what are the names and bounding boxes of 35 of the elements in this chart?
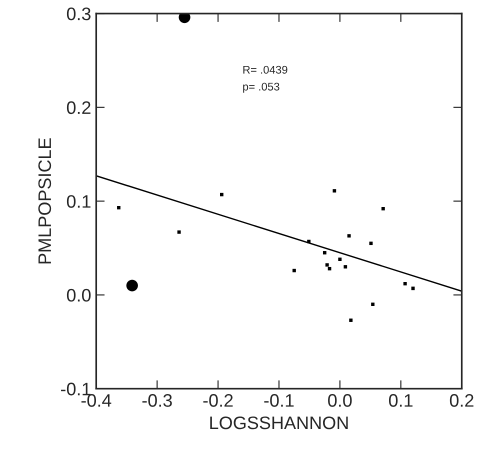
point	[325, 263, 329, 267]
annotation: p= .053	[243, 82, 280, 93]
point	[344, 265, 348, 268]
point	[178, 14, 190, 24]
point	[177, 230, 181, 234]
point	[322, 251, 326, 254]
y-tick-label: 0.1	[66, 195, 90, 208]
point	[126, 280, 138, 292]
point	[369, 242, 373, 246]
annotation: R= .0439	[243, 66, 288, 74]
x-tick-label: -0.2	[203, 394, 233, 407]
point	[117, 206, 120, 210]
point	[332, 189, 336, 193]
x-tick-label: 0.2	[450, 394, 474, 407]
x-tick-label: -0.3	[142, 394, 172, 407]
x-tick-label: -0.1	[264, 394, 294, 407]
y-tick-label: 0.3	[66, 7, 91, 20]
y-tick-label: 0.0	[66, 288, 91, 302]
point	[381, 206, 385, 210]
point	[292, 268, 296, 272]
y-tick-label: -0.1	[61, 382, 90, 396]
y-tick-label: 0.2	[66, 101, 90, 114]
x-tick-label: 0.0	[328, 394, 352, 407]
x-axis-title: LOGSSHANNON	[210, 416, 348, 430]
point	[403, 282, 407, 286]
point	[338, 258, 342, 261]
y-axis-title: PMLPOPSICLE	[38, 138, 52, 264]
point	[220, 192, 224, 196]
point	[349, 318, 353, 322]
x-tick-label: 0.1	[388, 394, 413, 407]
point	[371, 302, 375, 306]
x-tick-label: -0.4	[81, 394, 112, 407]
point	[347, 234, 351, 238]
point	[328, 266, 332, 270]
point	[411, 286, 415, 290]
